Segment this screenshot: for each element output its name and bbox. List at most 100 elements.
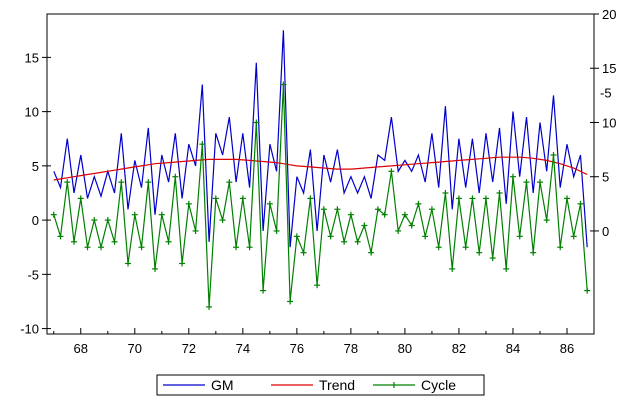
cycle-point-marker: [543, 217, 550, 224]
cycle-point-marker: [192, 227, 199, 234]
right-axis-tick-label: 20: [602, 7, 616, 22]
cycle-point-marker: [199, 141, 206, 148]
right-axis-tick-label: 5: [602, 170, 609, 185]
cycle-point-marker: [381, 211, 388, 218]
x-axis-tick-label: 82: [452, 341, 466, 356]
cycle-point-marker: [57, 233, 64, 240]
cycle-point-marker: [341, 238, 348, 245]
x-axis-tick-label: 68: [74, 341, 88, 356]
cycle-point-marker: [280, 81, 287, 88]
cycle-point-marker: [104, 217, 111, 224]
cycle-point-marker: [516, 233, 523, 240]
legend-label-cycle: Cycle: [421, 377, 456, 393]
cycle-point-marker: [435, 244, 442, 251]
cycle-point-marker: [469, 195, 476, 202]
cycle-point-marker: [260, 287, 267, 294]
right-axis-extra-label: -5: [600, 85, 612, 100]
cycle-point-marker: [145, 179, 152, 186]
cycle-point-marker: [293, 233, 300, 240]
left-axis-tick-label: 0: [32, 213, 39, 228]
cycle-point-marker: [570, 233, 577, 240]
cycle-point-marker: [361, 222, 368, 229]
cycle-point-marker: [354, 238, 361, 245]
x-axis-tick-label: 72: [182, 341, 196, 356]
right-axis-tick-label: 0: [602, 224, 609, 239]
cycle-point-marker: [206, 303, 213, 310]
x-axis-tick-label: 70: [128, 341, 142, 356]
cycle-point-marker: [462, 244, 469, 251]
cycle-point-marker: [158, 211, 165, 218]
cycle-point-marker: [246, 244, 253, 251]
cycle-point-marker: [401, 211, 408, 218]
cycle-point-marker: [395, 227, 402, 234]
cycle-point-marker: [212, 195, 219, 202]
cycle-point-marker: [415, 200, 422, 207]
cycle-point-marker: [428, 206, 435, 213]
cycle-point-marker: [84, 244, 91, 251]
gm-series-line: [53, 30, 588, 248]
cycle-point-marker: [152, 265, 159, 272]
cycle-point-marker: [77, 195, 84, 202]
cycle-point-marker: [314, 282, 321, 289]
cycle-point-marker: [307, 195, 314, 202]
left-axis-tick-label: 5: [32, 159, 39, 174]
cycle-point-marker: [509, 173, 516, 180]
cycle-point-marker: [422, 233, 429, 240]
cycle-point-marker: [557, 244, 564, 251]
cycle-point-marker: [233, 244, 240, 251]
cycle-point-marker: [374, 206, 381, 213]
cycle-point-marker: [584, 287, 591, 294]
cycle-point-marker: [550, 152, 557, 159]
legend: GM Trend Cycle: [156, 374, 485, 396]
cycle-point-marker: [50, 211, 57, 218]
cycle-point-marker: [408, 222, 415, 229]
cycle-point-marker: [320, 206, 327, 213]
left-axis-tick-label: 15: [25, 50, 39, 65]
cycle-point-marker: [482, 195, 489, 202]
cycle-point-marker: [563, 195, 570, 202]
cycle-point-marker: [64, 179, 71, 186]
cycle-point-marker: [172, 173, 179, 180]
cycle-point-marker: [388, 168, 395, 175]
x-axis-tick-label: 84: [506, 341, 520, 356]
plot-frame: [46, 13, 595, 335]
cycle-point-marker: [368, 249, 375, 256]
cycle-point-marker: [442, 189, 449, 196]
cycle-point-marker: [239, 195, 246, 202]
cycle-point-marker: [455, 195, 462, 202]
cycle-point-marker: [125, 260, 132, 267]
cycle-point-marker: [503, 265, 510, 272]
axes: 0 5 10 15 20 -5 -10 -5 0 5 10 15 68 70 72 74 76 78 80 82 84 8…: [20, 7, 616, 356]
x-axis-tick-label: 80: [398, 341, 412, 356]
cycle-point-marker: [138, 244, 145, 251]
legend-label-trend: Trend: [319, 377, 355, 393]
cycle-point-marker: [327, 233, 334, 240]
cycle-point-marker: [98, 244, 105, 251]
cycle-point-marker: [577, 200, 584, 207]
cycle-point-marker: [300, 249, 307, 256]
cycle-point-marker: [530, 249, 537, 256]
left-axis-tick-label: -10: [20, 322, 39, 337]
cycle-point-marker: [273, 227, 280, 234]
left-axis-tick-label: 10: [25, 105, 39, 120]
cycle-point-marker: [131, 211, 138, 218]
x-axis-tick-label: 86: [560, 341, 574, 356]
cycle-point-marker: [71, 238, 78, 245]
cycle-point-marker: [536, 179, 543, 186]
cycle-point-marker: [287, 298, 294, 305]
right-axis-tick-label: 10: [602, 115, 616, 130]
cycle-point-marker: [334, 206, 341, 213]
cycle-point-marker: [253, 119, 260, 126]
cycle-point-marker: [449, 265, 456, 272]
x-axis-tick-label: 76: [290, 341, 304, 356]
cycle-point-marker: [165, 238, 172, 245]
legend-box: [156, 374, 485, 396]
cycle-point-marker: [266, 200, 273, 207]
cycle-point-marker: [489, 255, 496, 262]
cycle-point-marker: [118, 179, 125, 186]
left-axis-tick-label: -5: [27, 267, 39, 282]
legend-label-gm: GM: [211, 377, 234, 393]
cycle-point-marker: [523, 179, 530, 186]
cycle-point-marker: [226, 179, 233, 186]
